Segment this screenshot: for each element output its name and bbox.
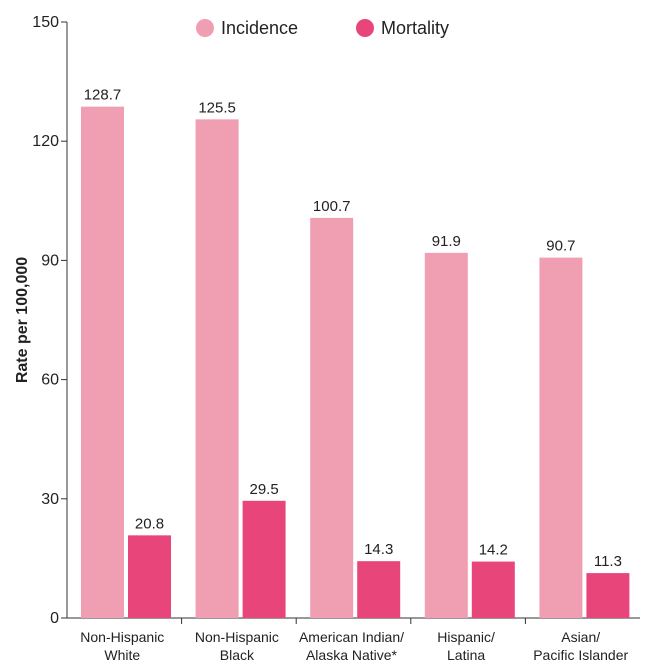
legend-label-mortality: Mortality <box>381 18 449 38</box>
y-tick-label: 150 <box>32 14 59 31</box>
legend: Incidence Mortality <box>196 18 449 38</box>
data-label: 90.7 <box>546 238 575 255</box>
bar-incidence-1 <box>195 119 239 618</box>
bar-mortality-3 <box>471 561 515 618</box>
bar-mortality-2 <box>357 561 401 618</box>
x-category-label: Pacific Islander <box>533 647 628 663</box>
bar-incidence-2 <box>310 217 354 619</box>
bar-mortality-1 <box>242 500 286 618</box>
data-label: 91.9 <box>432 233 461 250</box>
bar-mortality-4 <box>586 573 630 618</box>
bars: 128.7 20.8 125.5 29.5 100.7 14.3 91.9 14.2 90.7 1… <box>81 87 630 619</box>
legend-marker-incidence <box>196 19 214 37</box>
y-axis-label: Rate per 100,000 <box>14 257 31 383</box>
bar-incidence-3 <box>424 252 468 619</box>
data-label: 29.5 <box>249 481 278 498</box>
y-tick-label: 120 <box>32 133 59 150</box>
x-category-label: White <box>104 647 140 663</box>
data-label: 128.7 <box>84 87 122 104</box>
data-label: 20.8 <box>135 515 164 532</box>
y-tick-label: 60 <box>41 372 59 389</box>
bar-incidence-0 <box>81 106 124 618</box>
data-label: 100.7 <box>313 198 351 215</box>
bar-incidence-4 <box>539 257 583 618</box>
legend-marker-mortality <box>356 19 374 37</box>
x-category-label: Asian/ <box>561 629 600 645</box>
x-category-label: American Indian/ <box>299 629 404 645</box>
y-tick-label: 90 <box>41 252 59 269</box>
data-label: 14.3 <box>364 541 393 558</box>
bar-mortality-0 <box>128 535 171 618</box>
data-label: 125.5 <box>198 99 236 116</box>
y-tick-label: 0 <box>50 610 59 627</box>
y-tick-label: 30 <box>41 491 59 508</box>
x-category-label: Hispanic/ <box>437 629 495 645</box>
data-label: 11.3 <box>594 553 622 570</box>
x-category-label: Non-Hispanic <box>195 629 279 645</box>
x-category-label: Non-Hispanic <box>80 629 164 645</box>
x-category-label: Alaska Native* <box>306 647 398 663</box>
x-category-label: Latina <box>447 647 485 663</box>
x-category-label: Black <box>220 647 255 663</box>
data-label: 14.2 <box>479 542 508 559</box>
legend-label-incidence: Incidence <box>221 18 298 38</box>
axes: 0 30 60 90 120 150 Non-Hispanic White Non-Hispan… <box>32 14 640 663</box>
